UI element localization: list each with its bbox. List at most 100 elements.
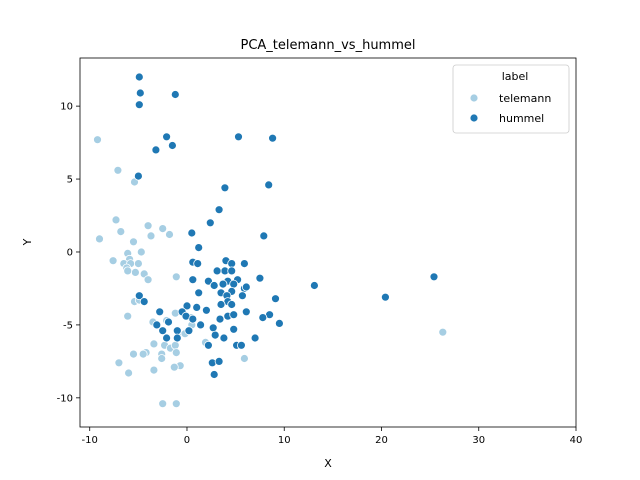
- point-hummel: [229, 310, 239, 320]
- point-hummel: [134, 72, 144, 82]
- point-telemann: [149, 339, 159, 349]
- legend-label-telemann: telemann: [499, 92, 551, 105]
- legend-marker-hummel: [469, 113, 479, 123]
- point-hummel: [203, 276, 213, 286]
- point-hummel: [380, 292, 390, 302]
- data-points: [93, 72, 448, 409]
- point-hummel: [210, 330, 220, 340]
- point-telemann: [93, 135, 102, 145]
- point-telemann: [171, 399, 181, 409]
- point-hummel: [216, 300, 226, 309]
- point-hummel: [271, 294, 280, 304]
- point-hummel: [134, 291, 144, 301]
- point-hummel: [133, 171, 143, 181]
- point-telemann: [438, 327, 448, 337]
- point-hummel: [268, 133, 278, 143]
- point-hummel: [170, 90, 180, 99]
- point-telemann: [169, 362, 179, 372]
- point-telemann: [165, 230, 174, 239]
- chart-title: PCA_telemann_vs_hummel: [240, 38, 415, 53]
- point-hummel: [214, 356, 224, 366]
- point-telemann: [124, 368, 134, 378]
- point-telemann: [114, 358, 124, 368]
- point-telemann: [129, 349, 138, 359]
- point-hummel: [239, 259, 249, 269]
- point-hummel: [212, 266, 222, 276]
- x-tick-label: 30: [472, 435, 485, 446]
- point-hummel: [220, 183, 230, 193]
- point-hummel: [162, 132, 172, 142]
- point-hummel: [203, 340, 213, 350]
- point-hummel: [227, 266, 237, 276]
- point-hummel: [188, 314, 198, 324]
- point-hummel: [151, 145, 161, 155]
- point-telemann: [170, 340, 180, 350]
- point-hummel: [259, 231, 269, 241]
- point-hummel: [309, 281, 319, 290]
- point-hummel: [184, 326, 194, 336]
- y-tick-label: -10: [57, 393, 73, 404]
- point-hummel: [196, 320, 206, 330]
- y-tick-label: -5: [63, 320, 73, 331]
- x-tick-label: -10: [82, 435, 98, 446]
- point-telemann: [133, 259, 143, 269]
- point-telemann: [149, 365, 159, 375]
- point-hummel: [227, 300, 237, 309]
- point-hummel: [158, 326, 168, 336]
- point-hummel: [135, 88, 145, 98]
- point-hummel: [255, 273, 265, 283]
- point-hummel: [194, 243, 204, 253]
- point-telemann: [158, 224, 168, 234]
- point-telemann: [108, 256, 118, 266]
- point-hummel: [214, 205, 224, 215]
- point-hummel: [162, 333, 172, 343]
- point-telemann: [123, 311, 133, 321]
- point-telemann: [130, 267, 140, 277]
- x-tick-label: 20: [375, 435, 388, 446]
- legend-label-hummel: hummel: [499, 112, 544, 125]
- point-hummel: [134, 100, 144, 110]
- x-axis-label: X: [324, 457, 332, 470]
- point-hummel: [209, 281, 219, 290]
- point-hummel: [187, 228, 197, 238]
- point-telemann: [171, 272, 181, 282]
- point-hummel: [219, 333, 229, 343]
- point-telemann: [143, 275, 153, 285]
- point-hummel: [229, 279, 239, 289]
- point-hummel: [218, 279, 228, 289]
- point-telemann: [138, 349, 148, 359]
- plot-area-frame: [79, 57, 577, 428]
- point-telemann: [111, 215, 121, 225]
- x-tick-label: 40: [570, 435, 583, 446]
- point-hummel: [241, 282, 251, 292]
- point-hummel: [172, 333, 182, 343]
- point-telemann: [158, 399, 168, 409]
- point-hummel: [236, 340, 246, 350]
- point-telemann: [239, 354, 249, 363]
- legend-box: [452, 64, 570, 134]
- point-telemann: [171, 348, 181, 358]
- point-hummel: [209, 370, 219, 379]
- y-tick-label: 5: [67, 175, 73, 186]
- point-telemann: [146, 231, 156, 241]
- point-hummel: [201, 305, 211, 315]
- point-hummel: [172, 326, 182, 336]
- point-hummel: [155, 307, 165, 317]
- point-hummel: [237, 291, 247, 301]
- point-hummel: [192, 302, 202, 312]
- point-hummel: [152, 320, 162, 330]
- point-hummel: [227, 259, 237, 269]
- point-hummel: [139, 297, 149, 307]
- x-tick-label: 0: [184, 435, 190, 446]
- point-hummel: [182, 301, 192, 311]
- point-hummel: [250, 333, 260, 343]
- point-hummel: [167, 141, 177, 150]
- point-hummel: [264, 180, 274, 190]
- point-hummel: [193, 259, 203, 269]
- point-telemann: [123, 266, 133, 276]
- y-tick-label: 0: [67, 247, 73, 258]
- point-telemann: [136, 247, 146, 257]
- point-telemann: [116, 227, 126, 237]
- point-telemann: [157, 354, 167, 363]
